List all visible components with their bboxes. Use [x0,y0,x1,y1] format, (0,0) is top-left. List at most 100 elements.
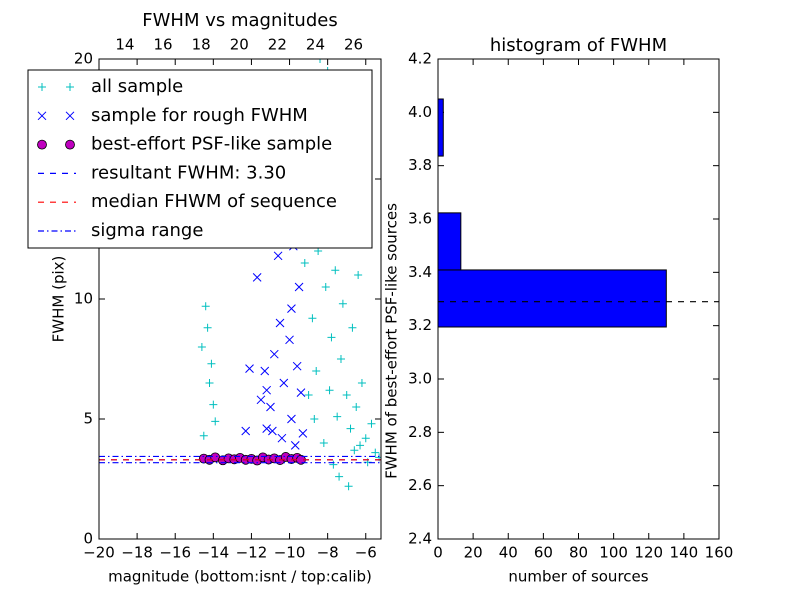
point [356,441,365,450]
x2-tick-label: 22 [268,36,287,54]
point [275,318,285,328]
x-tick-label: 160 [705,544,734,562]
point [292,361,302,371]
y-axis-label: FWHM of best-effort PSF-like sources [383,203,401,479]
x-tick-label: 80 [569,544,588,562]
point [333,412,342,421]
point [325,386,334,395]
point [321,283,330,291]
point [304,391,313,399]
point [279,378,289,388]
legend-marker [65,139,75,150]
point [273,251,283,261]
x-tick-label: 100 [599,544,628,562]
point [346,424,355,433]
point [310,415,319,423]
x-tick-label: −16 [159,544,191,562]
x-tick-label: −14 [197,544,229,562]
legend-label: best-effort PSF-like sample [91,134,332,155]
legend-label: sample for rough FWHM [91,105,308,126]
point [245,364,254,373]
x-tick-label: 60 [534,544,553,562]
legend-marker [37,111,47,121]
y-tick-label: 0 [83,530,93,548]
x-tick-label: −20 [83,544,115,562]
x-tick-label: −6 [355,544,377,562]
point [207,359,216,368]
plot-frame [437,58,720,540]
legend: all sample sample for rough FWHM best-effo… [27,69,373,249]
x-tick-label: 120 [634,544,663,562]
point [350,446,359,455]
point [205,379,214,387]
x2-tick-label: 14 [115,36,134,54]
legend-marker [37,139,47,150]
point [344,482,353,491]
point [354,271,363,279]
y-tick-label: 3.0 [408,370,432,388]
point [300,259,309,267]
y-tick-label: 4.0 [408,103,432,121]
point [312,367,321,375]
point [342,391,351,399]
point [241,426,251,436]
point [287,414,296,424]
y-tick-label: 20 [74,50,93,68]
x2-tick-label: 26 [344,36,363,54]
point [266,402,275,412]
y-tick-label: 5 [83,410,93,428]
point [335,472,344,481]
chart-title: FWHM vs magnitudes [142,10,337,31]
bar [438,212,462,271]
point [294,282,304,292]
legend-label: resultant FWHM: 3.30 [91,162,286,183]
point [287,304,296,313]
x-axis-label: magnitude (bottom:isnt / top:calib) [108,568,372,586]
point [319,439,328,447]
y-tick-label: 3.4 [408,263,432,281]
x-tick-label: 140 [670,544,699,562]
point [327,333,336,342]
legend-label: median FHWM of sequence [91,191,337,212]
plot-area [438,98,719,328]
point [316,59,325,63]
x-tick-label: −10 [274,544,306,562]
y-tick-label: 3.2 [408,316,432,334]
x-tick-label: −18 [121,544,153,562]
point [260,366,270,376]
point [277,433,287,443]
point [262,385,272,395]
x-tick-label: 40 [499,544,518,562]
point [352,403,361,411]
y-tick-label: 2.4 [408,530,432,548]
legend-label: all sample [91,76,183,97]
x-tick-label: −8 [317,544,339,562]
point [269,349,279,359]
bar [438,98,444,157]
legend-marker [65,111,75,121]
point [357,379,366,387]
point [308,314,317,323]
point [296,388,306,397]
plot-frame [98,58,382,540]
point [262,424,272,433]
point [256,395,266,405]
point [367,419,376,428]
point [290,441,300,450]
point [199,431,208,440]
point [329,460,338,469]
point [203,323,212,332]
x-tick-label: 20 [464,544,483,562]
point [268,426,277,436]
point [201,302,210,311]
point [371,448,380,457]
y-tick-label: 2.8 [408,423,432,441]
y-tick-label: 10 [74,290,93,308]
point [209,400,218,409]
x2-tick-label: 16 [153,36,172,54]
legend-marker [66,83,74,91]
x-tick-label: −12 [236,544,268,562]
point [252,273,262,282]
